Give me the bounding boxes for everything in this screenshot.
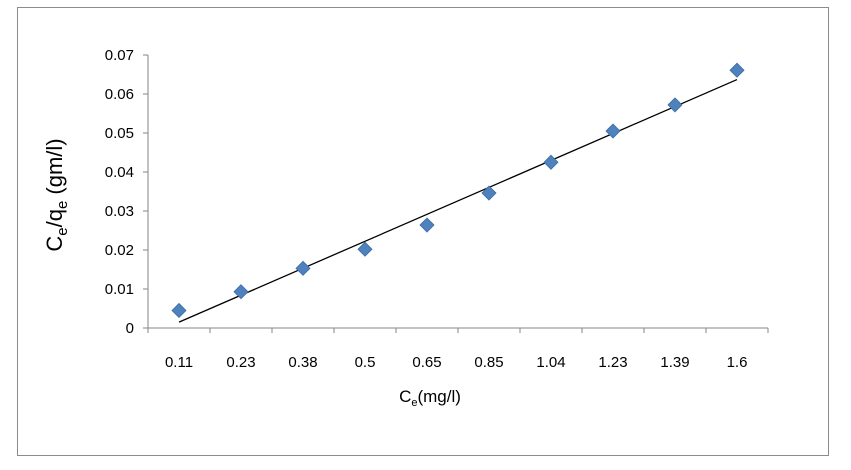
trendline xyxy=(178,78,738,323)
data-point xyxy=(667,97,683,113)
data-point xyxy=(543,154,559,170)
x-tick-label: 0.38 xyxy=(288,354,317,371)
chart-frame xyxy=(17,7,829,456)
x-title-sub: e xyxy=(411,397,417,409)
x-tick-label: 0.85 xyxy=(474,354,503,371)
y-title-slash: /q xyxy=(42,209,67,227)
y-title-c: C xyxy=(42,236,67,252)
x-tick-label: 1.04 xyxy=(536,354,565,371)
y-tick-label: 0.04 xyxy=(105,164,134,181)
x-axis-title: Ce(mg/l) xyxy=(399,387,461,409)
y-ticks: 0 0.01 0.02 0.03 0.04 0.05 0.06 0.07 xyxy=(105,47,148,337)
x-tick-label: 1.23 xyxy=(598,354,627,371)
x-tick-label: 0.5 xyxy=(355,354,376,371)
data-point xyxy=(729,62,745,78)
data-point xyxy=(419,217,435,233)
y-title-rest: (gm/l) xyxy=(42,138,67,200)
data-point xyxy=(295,260,311,276)
y-tick-label: 0.05 xyxy=(105,125,134,142)
y-title-sub1: e xyxy=(54,227,71,235)
x-tick-label: 0.65 xyxy=(412,354,441,371)
y-tick-label: 0.07 xyxy=(105,47,134,64)
x-title-c: C xyxy=(399,387,411,406)
y-tick-label: 0 xyxy=(126,320,134,337)
y-tick-label: 0.01 xyxy=(105,281,134,298)
x-tick-label: 0.23 xyxy=(226,354,255,371)
x-title-rest: (mg/l) xyxy=(417,387,460,406)
x-ticks: 0.11 0.23 0.38 0.5 0.65 0.85 1.04 1.23 1.39 1.6 xyxy=(147,328,769,371)
y-axis-title: Ce/qe (gm/l) xyxy=(42,138,71,251)
x-tick-label: 0.11 xyxy=(165,354,193,371)
data-point xyxy=(481,185,497,201)
data-point xyxy=(233,284,249,300)
y-tick-label: 0.02 xyxy=(105,242,134,259)
y-title-sub2: e xyxy=(54,201,71,209)
y-tick-label: 0.03 xyxy=(105,203,134,220)
y-tick-label: 0.06 xyxy=(105,86,134,103)
data-points xyxy=(171,62,745,319)
x-tick-label: 1.39 xyxy=(660,354,689,371)
data-point xyxy=(357,241,373,257)
x-tick-label: 1.6 xyxy=(727,354,748,371)
data-point xyxy=(171,302,187,319)
data-point xyxy=(605,123,621,139)
